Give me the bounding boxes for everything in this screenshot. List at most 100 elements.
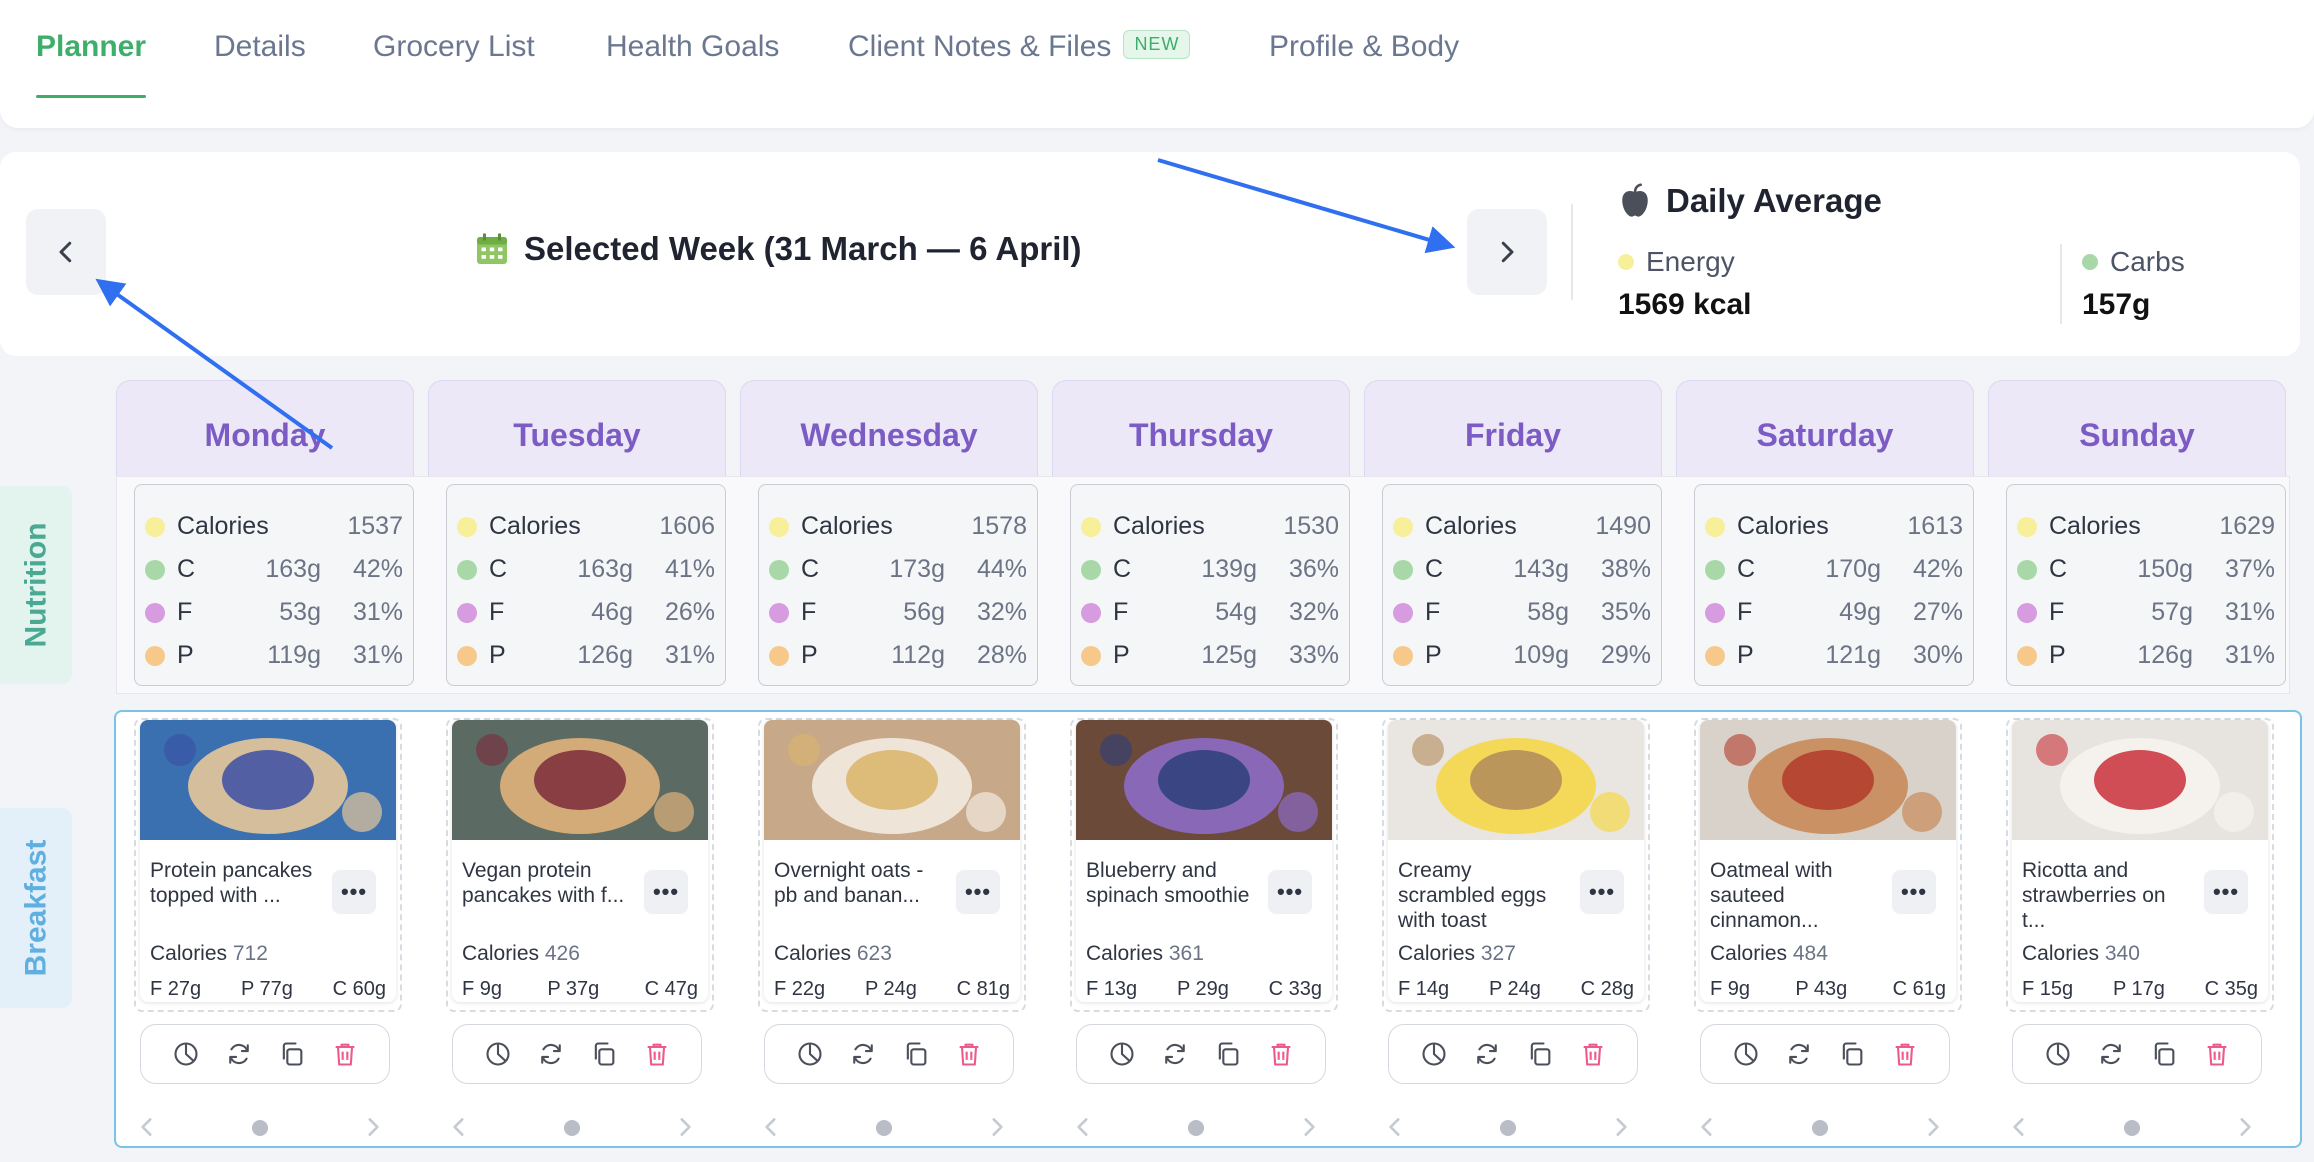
fat-row: F 57g 31%: [2017, 591, 2275, 634]
copy-icon[interactable]: [1838, 1040, 1866, 1068]
meal-card-saturday[interactable]: Oatmeal with sauteed cinnamon... ••• Cal…: [1700, 720, 1956, 1002]
trash-icon[interactable]: [955, 1040, 983, 1068]
tab-profile-body[interactable]: Profile & Body: [1269, 30, 1460, 63]
swap-icon[interactable]: [1785, 1040, 1813, 1068]
meal-title[interactable]: Vegan protein pancakes with f...: [462, 859, 625, 907]
copy-icon[interactable]: [902, 1040, 930, 1068]
meal-title[interactable]: Creamy scrambled eggs with toast: [1398, 859, 1547, 932]
meal-card-tuesday[interactable]: Vegan protein pancakes with f... ••• Cal…: [452, 720, 708, 1002]
more-options-button[interactable]: •••: [1580, 870, 1624, 914]
carbs-label: C: [489, 555, 508, 583]
pie-chart-icon[interactable]: [484, 1040, 512, 1068]
previous-week-button[interactable]: [26, 209, 106, 295]
meal-title[interactable]: Ricotta and strawberries on t...: [2022, 859, 2166, 932]
pager-next-icon[interactable]: [2232, 1112, 2258, 1142]
more-options-button[interactable]: •••: [332, 870, 376, 914]
more-options-button[interactable]: •••: [1268, 870, 1312, 914]
fat-label: F: [801, 598, 817, 626]
meal-actions-bar: [1388, 1024, 1638, 1084]
tab-grocery-list[interactable]: Grocery List: [373, 30, 535, 63]
pie-chart-icon[interactable]: [2044, 1040, 2072, 1068]
pager-next-icon[interactable]: [360, 1112, 386, 1142]
more-options-button[interactable]: •••: [956, 870, 1000, 914]
meal-drop-slot[interactable]: [1070, 718, 1338, 1012]
pager-next-icon[interactable]: [984, 1112, 1010, 1142]
tab-client-notes-files[interactable]: Client Notes & Files NEW: [848, 30, 1191, 98]
pie-chart-icon[interactable]: [172, 1040, 200, 1068]
more-options-button[interactable]: •••: [1892, 870, 1936, 914]
meal-drop-slot[interactable]: [134, 718, 402, 1012]
pie-chart-icon[interactable]: [1732, 1040, 1760, 1068]
pager-dot[interactable]: [252, 1120, 268, 1136]
trash-icon[interactable]: [1891, 1040, 1919, 1068]
meal-photo: [1076, 720, 1332, 840]
copy-icon[interactable]: [1214, 1040, 1242, 1068]
pager-dot[interactable]: [564, 1120, 580, 1136]
trash-icon[interactable]: [2203, 1040, 2231, 1068]
pie-chart-icon[interactable]: [1420, 1040, 1448, 1068]
pager-prev-icon[interactable]: [1694, 1112, 1720, 1142]
meal-card-monday[interactable]: Protein pancakes topped with ... ••• Cal…: [140, 720, 396, 1002]
meal-drop-slot[interactable]: [2006, 718, 2274, 1012]
pager-dot[interactable]: [2124, 1120, 2140, 1136]
tab-planner[interactable]: Planner: [36, 30, 147, 98]
fat-label: F: [1737, 598, 1753, 626]
pager-prev-icon[interactable]: [758, 1112, 784, 1142]
top-tab-bar: Planner Details Grocery List Health Goal…: [0, 0, 2314, 128]
meal-card-sunday[interactable]: Ricotta and strawberries on t... ••• Cal…: [2012, 720, 2268, 1002]
pager-dot[interactable]: [1812, 1120, 1828, 1136]
copy-icon[interactable]: [590, 1040, 618, 1068]
meal-card-friday[interactable]: Creamy scrambled eggs with toast ••• Cal…: [1388, 720, 1644, 1002]
meal-title[interactable]: Oatmeal with sauteed cinnamon...: [1710, 859, 1833, 932]
pie-chart-icon[interactable]: [796, 1040, 824, 1068]
trash-icon[interactable]: [331, 1040, 359, 1068]
pager-next-icon[interactable]: [1608, 1112, 1634, 1142]
pie-chart-icon[interactable]: [1108, 1040, 1136, 1068]
swap-icon[interactable]: [1473, 1040, 1501, 1068]
pager-dot[interactable]: [1500, 1120, 1516, 1136]
fat-percent: 27%: [1912, 598, 1963, 626]
swap-icon[interactable]: [225, 1040, 253, 1068]
meal-drop-slot[interactable]: [446, 718, 714, 1012]
pager-dot[interactable]: [1188, 1120, 1204, 1136]
meal-title[interactable]: Protein pancakes topped with ...: [150, 859, 313, 907]
meal-calories-value: 426: [544, 942, 580, 965]
meal-drop-slot[interactable]: [1382, 718, 1650, 1012]
meal-drop-slot[interactable]: [758, 718, 1026, 1012]
meal-card-thursday[interactable]: Blueberry and spinach smoothie ••• Calor…: [1076, 720, 1332, 1002]
pager-next-icon[interactable]: [1920, 1112, 1946, 1142]
copy-icon[interactable]: [2150, 1040, 2178, 1068]
selected-week-title: Selected Week (31 March — 6 April): [474, 230, 1082, 268]
meal-pager: [1066, 1112, 1326, 1142]
tab-health-goals[interactable]: Health Goals: [606, 30, 780, 63]
next-week-button[interactable]: [1467, 209, 1547, 295]
meal-title[interactable]: Overnight oats - pb and banan...: [774, 859, 924, 907]
meal-card-wednesday[interactable]: Overnight oats - pb and banan... ••• Cal…: [764, 720, 1020, 1002]
swap-icon[interactable]: [2097, 1040, 2125, 1068]
more-options-button[interactable]: •••: [2204, 870, 2248, 914]
pager-dot[interactable]: [876, 1120, 892, 1136]
copy-icon[interactable]: [278, 1040, 306, 1068]
trash-icon[interactable]: [1267, 1040, 1295, 1068]
meal-carbs: C 60g: [332, 978, 386, 1000]
meal-drop-slot[interactable]: [1694, 718, 1962, 1012]
meal-title[interactable]: Blueberry and spinach smoothie: [1086, 859, 1250, 907]
tab-client-notes-label: Client Notes & Files: [848, 30, 1112, 63]
meal-macros: F 13g P 29g C 33g: [1086, 978, 1322, 1001]
pager-next-icon[interactable]: [1296, 1112, 1322, 1142]
tab-details[interactable]: Details: [214, 30, 306, 63]
pager-prev-icon[interactable]: [1070, 1112, 1096, 1142]
trash-icon[interactable]: [1579, 1040, 1607, 1068]
pager-prev-icon[interactable]: [2006, 1112, 2032, 1142]
swap-icon[interactable]: [849, 1040, 877, 1068]
pager-prev-icon[interactable]: [1382, 1112, 1408, 1142]
more-options-button[interactable]: •••: [644, 870, 688, 914]
pager-next-icon[interactable]: [672, 1112, 698, 1142]
pager-prev-icon[interactable]: [134, 1112, 160, 1142]
swap-icon[interactable]: [1161, 1040, 1189, 1068]
swap-icon[interactable]: [537, 1040, 565, 1068]
meal-carbs: C 35g: [2204, 978, 2258, 1000]
copy-icon[interactable]: [1526, 1040, 1554, 1068]
pager-prev-icon[interactable]: [446, 1112, 472, 1142]
trash-icon[interactable]: [643, 1040, 671, 1068]
